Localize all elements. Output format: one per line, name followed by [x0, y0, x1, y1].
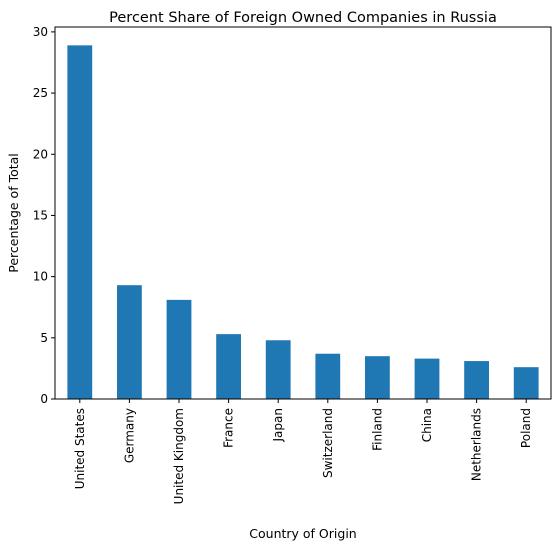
plot-frame [54, 26, 552, 400]
x-tick-label: Japan [271, 408, 285, 442]
y-tick-label: 30 [33, 25, 48, 39]
x-tick-label: Netherlands [470, 408, 484, 481]
bars-group [67, 45, 539, 400]
x-tick-label: Germany [122, 408, 136, 463]
y-tick-label: 20 [33, 147, 48, 161]
x-tick-label: Switzerland [321, 408, 335, 478]
y-axis: 0 5 10 15 20 25 30 [33, 25, 55, 406]
x-axis-label: Country of Origin [249, 526, 356, 541]
bar-united-kingdom [166, 299, 192, 399]
bar-france [216, 334, 241, 399]
bar-germany [117, 285, 142, 399]
bar-china [414, 358, 440, 399]
y-tick-label: 5 [40, 331, 48, 345]
y-tick-label: 10 [33, 270, 48, 284]
x-tick-label: Finland [370, 408, 384, 451]
y-tick-label: 0 [40, 392, 48, 406]
x-axis: United States Germany United Kingdom France… [73, 399, 533, 504]
bar-japan [265, 340, 291, 399]
x-tick-label: United Kingdom [172, 408, 186, 504]
x-tick-label: China [420, 408, 434, 442]
y-tick-label: 15 [33, 208, 48, 222]
bar-united-states [67, 45, 93, 400]
y-tick-label: 25 [33, 86, 48, 100]
x-tick-label: Poland [519, 408, 533, 448]
bar-poland [513, 367, 539, 399]
x-tick-label: France [222, 408, 236, 448]
y-axis-label: Percentage of Total [6, 153, 21, 273]
chart-title: Percent Share of Foreign Owned Companies… [109, 10, 497, 26]
bar-switzerland [315, 353, 341, 399]
bar-finland [365, 356, 390, 399]
x-tick-label: United States [73, 408, 87, 489]
bar-netherlands [464, 361, 489, 399]
